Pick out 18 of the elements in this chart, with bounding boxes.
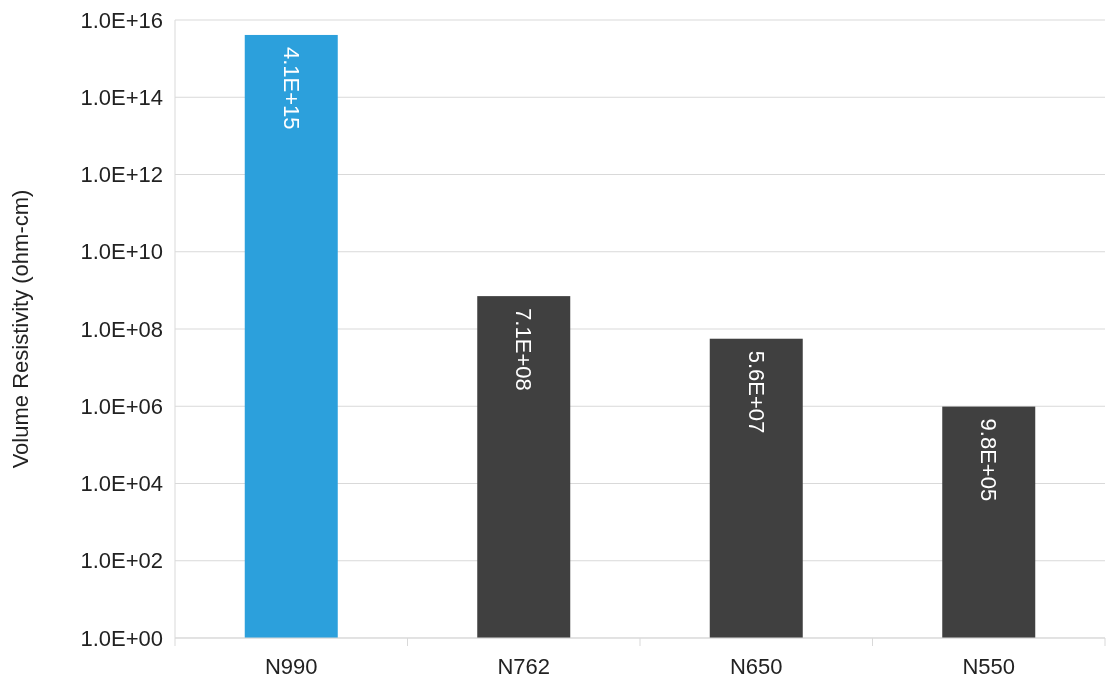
y-tick-label: 1.0E+10 [80,239,163,265]
y-tick-label: 1.0E+14 [80,84,163,110]
data-label: 7.1E+08 [511,308,537,391]
y-tick-label: 1.0E+00 [80,625,163,651]
y-tick-label: 1.0E+16 [80,7,163,33]
y-tick-label: 1.0E+08 [80,316,163,342]
x-tick-label: N650 [729,653,783,679]
x-tick-label: N550 [962,653,1016,679]
y-tick-label: 1.0E+12 [80,162,163,187]
x-tick-label: N762 [497,653,551,679]
y-axis-title: Volume Resistivity (ohm-cm) [7,189,33,469]
data-label: 9.8E+05 [976,418,1002,502]
y-tick-label: 1.0E+04 [80,471,163,496]
data-label: 5.6E+07 [743,350,769,434]
y-tick-label: 1.0E+06 [80,393,163,419]
x-tick-label: N990 [264,653,318,679]
y-tick-label: 1.0E+02 [80,548,163,574]
data-label: 4.1E+15 [278,46,304,130]
